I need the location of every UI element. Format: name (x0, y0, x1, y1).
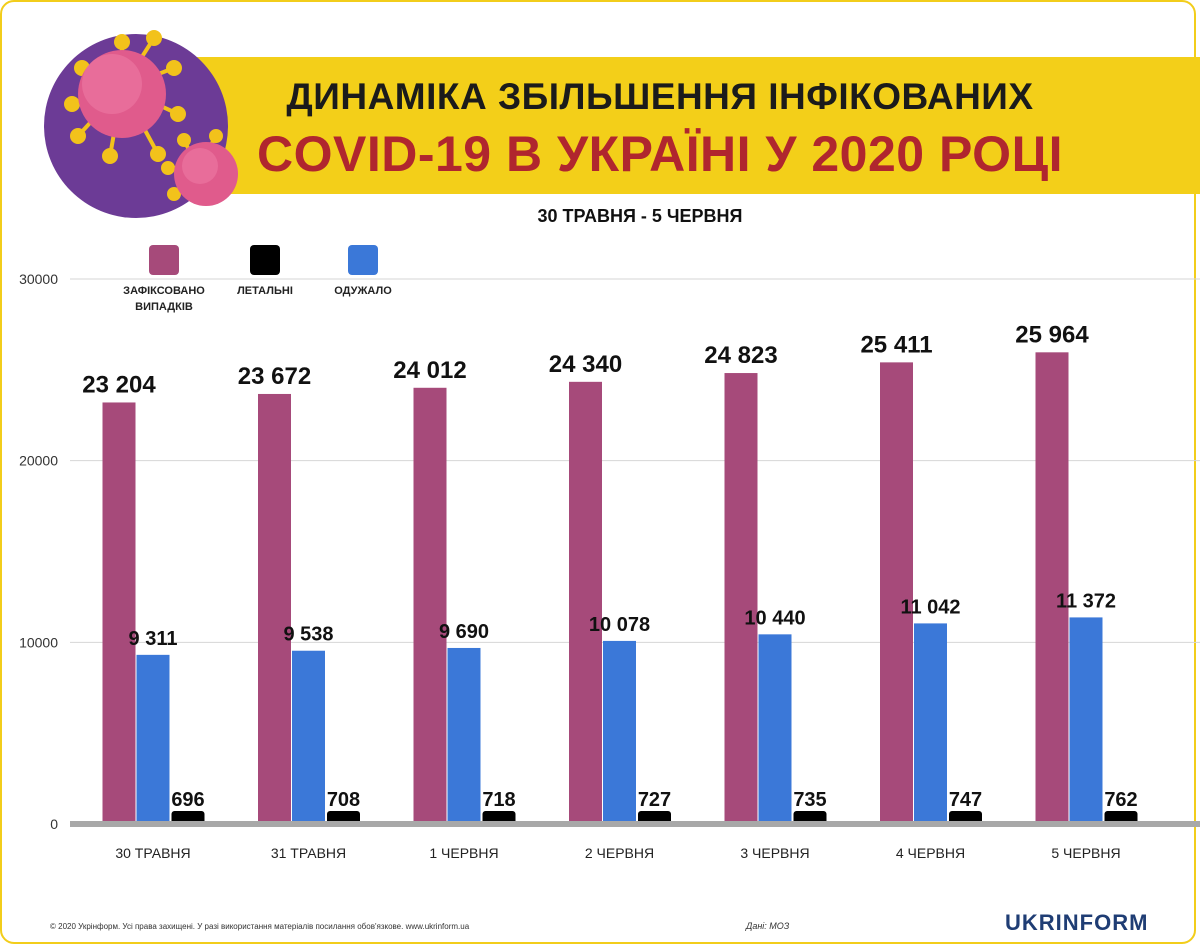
bar (447, 647, 481, 824)
x-tick-label: 31 ТРАВНЯ (271, 845, 346, 861)
data-label: 23 204 (82, 371, 156, 398)
x-tick-label: 5 ЧЕРВНЯ (1051, 845, 1120, 861)
x-axis-baseline (70, 821, 1200, 827)
data-label: 747 (949, 789, 982, 811)
virus-illustration-icon (44, 30, 238, 218)
bar (914, 623, 947, 824)
legend-swatch-confirmed (149, 245, 179, 275)
footer-source: Дані: МОЗ (746, 921, 790, 931)
data-label: 25 964 (1015, 321, 1089, 348)
y-tick-label: 10000 (19, 634, 58, 650)
data-label: 25 411 (860, 331, 932, 358)
legend-item-recovered: ОДУЖАЛО (318, 245, 408, 299)
title-line-2: COVID-19 В УКРАЇНІ У 2020 РОЦІ (257, 126, 1063, 182)
bar (569, 381, 602, 824)
x-tick-label: 3 ЧЕРВНЯ (740, 845, 809, 861)
y-tick-label: 30000 (19, 271, 58, 287)
bar (603, 640, 636, 824)
bar (258, 393, 291, 824)
legend-item-confirmed: ЗАФІКСОВАНО ВИПАДКІВ (104, 245, 224, 315)
title-line-1: ДИНАМІКА ЗБІЛЬШЕННЯ ІНФІКОВАНИХ (286, 76, 1034, 117)
y-tick-label: 0 (50, 816, 58, 832)
legend-swatch-recovered (348, 245, 378, 275)
data-label: 24 012 (393, 357, 466, 384)
legend-swatch-deaths (250, 245, 280, 275)
ukrinform-logo: UKRINFORM (1005, 910, 1149, 935)
x-tick-label: 30 ТРАВНЯ (115, 845, 190, 861)
bar (1104, 811, 1138, 824)
title-banner (175, 57, 1200, 194)
bar (136, 654, 170, 824)
data-label: 9 311 (129, 628, 178, 650)
data-label: 10 440 (744, 607, 805, 629)
bar (171, 811, 205, 824)
x-tick-label: 2 ЧЕРВНЯ (585, 845, 654, 861)
data-label: 24 340 (549, 351, 622, 378)
bar (724, 373, 758, 824)
data-label: 24 823 (704, 342, 777, 369)
data-label: 11 042 (900, 596, 960, 618)
data-label: 9 690 (439, 621, 489, 643)
data-label: 9 538 (283, 624, 333, 646)
footer-copyright: © 2020 Укрінформ. Усі права захищені. У … (50, 922, 470, 931)
data-label: 11 372 (1056, 590, 1116, 612)
chart-subtitle: 30 ТРАВНЯ - 5 ЧЕРВНЯ (537, 206, 743, 226)
bar (413, 387, 447, 824)
x-tick-label: 4 ЧЕРВНЯ (896, 845, 965, 861)
legend-label-confirmed: ЗАФІКСОВАНО ВИПАДКІВ (123, 285, 205, 313)
data-label: 727 (638, 789, 671, 811)
legend-item-deaths: ЛЕТАЛЬНІ (220, 245, 310, 299)
bar (638, 811, 671, 824)
data-label: 735 (793, 789, 826, 811)
bar (793, 811, 827, 824)
y-tick-label: 20000 (19, 453, 58, 469)
bar (949, 811, 982, 824)
bar (327, 811, 360, 824)
bar (1035, 352, 1069, 824)
bar (292, 650, 325, 824)
data-label: 708 (327, 789, 360, 811)
legend-label-deaths: ЛЕТАЛЬНІ (237, 285, 293, 297)
data-label: 696 (171, 789, 204, 811)
bar (1069, 617, 1103, 824)
bar (102, 402, 136, 824)
data-label: 23 672 (238, 363, 311, 390)
bar (880, 362, 913, 824)
data-label: 762 (1104, 789, 1137, 811)
x-tick-label: 1 ЧЕРВНЯ (429, 845, 498, 861)
legend-label-recovered: ОДУЖАЛО (334, 285, 392, 297)
data-label: 718 (482, 789, 515, 811)
data-label: 10 078 (589, 614, 650, 636)
bar (482, 811, 516, 824)
bar (758, 634, 792, 824)
